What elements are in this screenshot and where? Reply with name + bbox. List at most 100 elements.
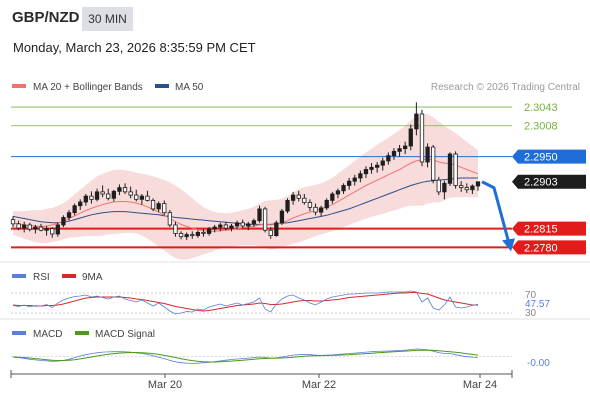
candle bbox=[83, 194, 88, 206]
candle bbox=[156, 201, 161, 213]
candle-body bbox=[173, 224, 178, 234]
candle bbox=[262, 206, 268, 233]
candle bbox=[347, 178, 352, 190]
candle bbox=[173, 221, 178, 237]
copyright-label: Research © 2026 Trading Central bbox=[431, 82, 580, 93]
candle bbox=[290, 191, 296, 205]
candle-body bbox=[257, 208, 262, 222]
candle bbox=[453, 151, 458, 189]
candle bbox=[408, 124, 413, 151]
candle bbox=[145, 190, 150, 202]
level-tag-support bbox=[512, 240, 586, 255]
candle-body bbox=[33, 226, 38, 230]
candle-body bbox=[470, 185, 475, 191]
candle-body bbox=[363, 169, 369, 175]
candle-body bbox=[268, 229, 273, 236]
candle bbox=[302, 194, 307, 205]
candle-body bbox=[414, 113, 419, 130]
candle bbox=[128, 186, 133, 199]
candle-body bbox=[150, 199, 156, 210]
candle-body bbox=[122, 187, 128, 193]
candle-body bbox=[94, 191, 100, 200]
candle bbox=[55, 222, 60, 237]
candle bbox=[195, 230, 201, 238]
candle bbox=[27, 222, 32, 232]
candle bbox=[251, 218, 257, 228]
candle-body bbox=[229, 225, 234, 229]
candle bbox=[475, 181, 481, 191]
candle-body bbox=[313, 206, 318, 213]
candle-body bbox=[128, 191, 133, 196]
rsi-legend-swatch bbox=[12, 274, 26, 278]
candle-body bbox=[167, 212, 173, 226]
candle bbox=[431, 144, 436, 184]
candle-body bbox=[397, 148, 402, 152]
candle-body bbox=[234, 222, 240, 227]
candle bbox=[330, 191, 335, 204]
candle bbox=[50, 227, 55, 238]
x-tick-mar24: Mar 24 bbox=[463, 374, 497, 391]
rsi-line bbox=[12, 290, 479, 315]
level-label-last: 2.2903 bbox=[524, 177, 558, 189]
candle-body bbox=[442, 182, 447, 193]
candle-body bbox=[375, 164, 380, 168]
candle-body bbox=[61, 217, 66, 226]
candle bbox=[100, 185, 105, 198]
level-tag-pivot bbox=[512, 149, 586, 164]
candle-body bbox=[307, 202, 313, 208]
macd-legend: MACD MACD Signal bbox=[12, 329, 155, 340]
candle bbox=[459, 181, 464, 192]
candle bbox=[61, 215, 66, 228]
candle-body bbox=[324, 199, 329, 209]
candle-body bbox=[425, 146, 430, 163]
candle bbox=[33, 224, 38, 234]
candle bbox=[22, 221, 27, 233]
x-tick-label: Mar 20 bbox=[148, 379, 182, 391]
forecast-arrow bbox=[481, 180, 515, 252]
macd-legend-swatch bbox=[12, 331, 26, 335]
candle bbox=[229, 223, 234, 232]
candle bbox=[369, 163, 374, 174]
candle-body bbox=[274, 222, 279, 237]
candle bbox=[78, 199, 83, 210]
candle-body bbox=[195, 231, 201, 236]
candle-body bbox=[279, 210, 285, 224]
instrument-title: GBP/NZD bbox=[12, 9, 80, 26]
candle bbox=[201, 229, 206, 237]
candle bbox=[391, 148, 397, 160]
ma50-legend-label: MA 50 bbox=[175, 82, 204, 93]
candle-body bbox=[262, 208, 268, 231]
candle bbox=[246, 221, 251, 231]
rsi-legend: RSI 9MA bbox=[12, 272, 103, 283]
candle bbox=[358, 170, 363, 183]
candle-body bbox=[111, 190, 116, 199]
candle bbox=[89, 191, 94, 204]
candle-body bbox=[475, 181, 481, 187]
level-tag-support bbox=[512, 221, 586, 236]
candle bbox=[106, 188, 111, 201]
candle-body bbox=[206, 228, 212, 234]
macd-signal-legend-swatch bbox=[75, 331, 89, 335]
candle-body bbox=[358, 173, 363, 179]
candle-body bbox=[38, 226, 44, 231]
ma20-line bbox=[12, 158, 479, 232]
candle bbox=[122, 183, 128, 194]
candle-body bbox=[335, 190, 341, 195]
candle bbox=[447, 152, 453, 186]
level-label-resistance: 2.3008 bbox=[524, 121, 558, 133]
x-tick-mar20: Mar 20 bbox=[148, 374, 182, 391]
candle-body bbox=[162, 203, 167, 214]
timeframe-badge[interactable]: 30 MIN bbox=[82, 7, 133, 31]
candle bbox=[72, 203, 77, 216]
candle bbox=[274, 220, 279, 237]
candle-body bbox=[106, 193, 111, 199]
candle-body bbox=[447, 153, 453, 184]
candle-body bbox=[240, 222, 245, 227]
rsi-ma-line bbox=[12, 292, 478, 312]
level-label-resistance: 2.3043 bbox=[524, 102, 558, 114]
candle bbox=[352, 174, 357, 186]
candle-body bbox=[134, 194, 139, 200]
candle-body bbox=[369, 166, 374, 170]
rsi-ma-legend-swatch bbox=[62, 274, 76, 278]
